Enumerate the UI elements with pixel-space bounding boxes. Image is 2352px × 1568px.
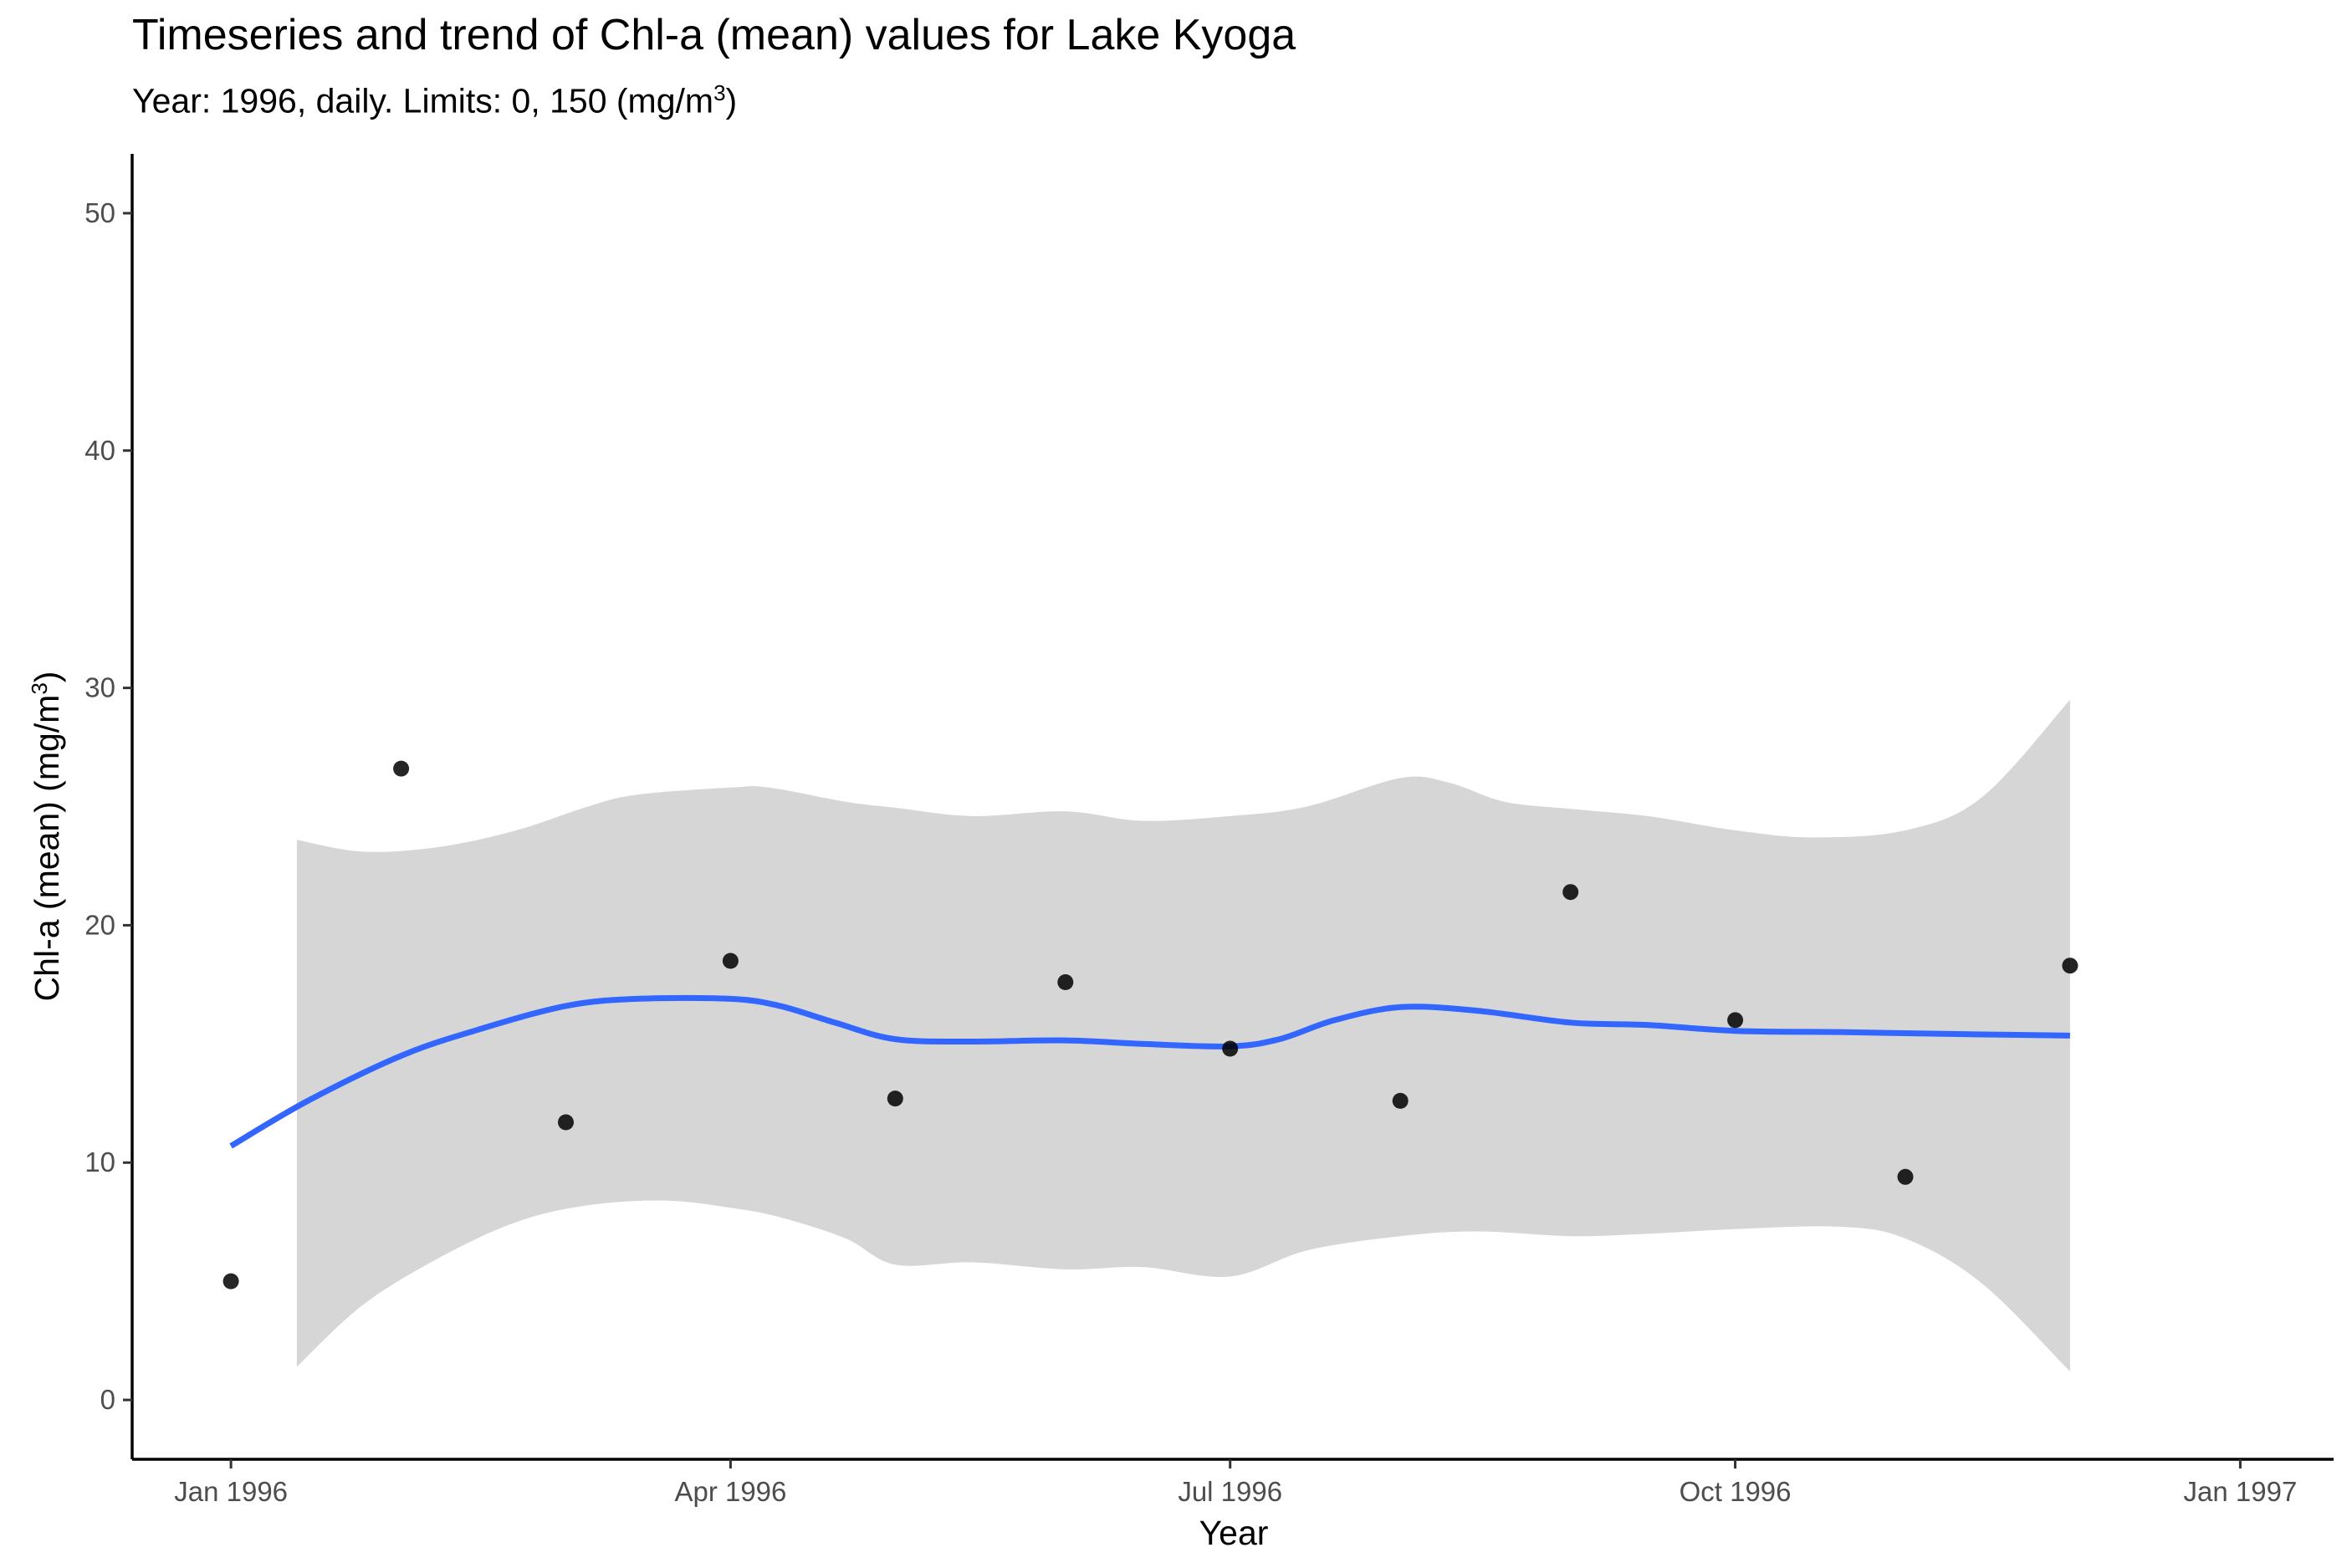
y-tick-label: 40 — [84, 435, 115, 466]
confidence-ribbon-layer — [296, 699, 2070, 1371]
y-tick-label: 0 — [100, 1384, 115, 1415]
subtitle-superscript: 3 — [713, 80, 726, 105]
subtitle-text: Year: 1996, daily. Limits: 0, 150 (mg/m — [132, 81, 714, 120]
data-point — [393, 760, 410, 777]
data-point — [2062, 958, 2078, 974]
confidence-ribbon — [296, 699, 2070, 1371]
y-tick-label: 30 — [84, 672, 115, 703]
x-axis-title: Year — [1199, 1514, 1269, 1552]
x-tick-label: Apr 1996 — [674, 1476, 786, 1507]
data-point — [1222, 1040, 1239, 1057]
chart-title: Timeseries and trend of Chl-a (mean) val… — [132, 11, 1296, 59]
y-axis-title-suffix: ) — [28, 672, 66, 683]
data-point — [722, 953, 739, 969]
y-axis-title: Chl-a (mean) (mg/m3) — [27, 672, 66, 1002]
data-point — [1897, 1168, 1914, 1185]
data-point — [558, 1114, 574, 1131]
y-tick-label: 20 — [84, 909, 115, 940]
x-tick-label: Jan 1997 — [2184, 1476, 2298, 1507]
x-tick-label: Jul 1996 — [1178, 1476, 1282, 1507]
y-tick-label: 10 — [84, 1147, 115, 1177]
data-point — [1727, 1012, 1744, 1029]
axes-layer: 0 10 20 30 40 50 Jan 1996 Apr 1996 Jul 1996 Oct 1… — [84, 154, 2334, 1507]
y-axis-title-text: Chl-a (mean) (mg/m — [28, 695, 66, 1002]
data-point — [887, 1090, 903, 1107]
x-tick-label: Jan 1996 — [174, 1476, 288, 1507]
chart-subtitle: Year: 1996, daily. Limits: 0, 150 (mg/m3… — [132, 80, 737, 121]
trend-line-layer — [229, 994, 2070, 1149]
data-point — [222, 1273, 239, 1290]
subtitle-suffix: ) — [725, 81, 738, 120]
trend-line — [229, 994, 2070, 1149]
y-axis-title-superscript: 3 — [27, 682, 52, 694]
y-tick-label: 50 — [84, 197, 115, 228]
data-point — [1057, 974, 1074, 990]
data-point — [1392, 1092, 1409, 1109]
x-tick-label: Oct 1996 — [1680, 1476, 1792, 1507]
data-point — [1562, 884, 1579, 901]
data-points-layer — [222, 760, 2078, 1290]
